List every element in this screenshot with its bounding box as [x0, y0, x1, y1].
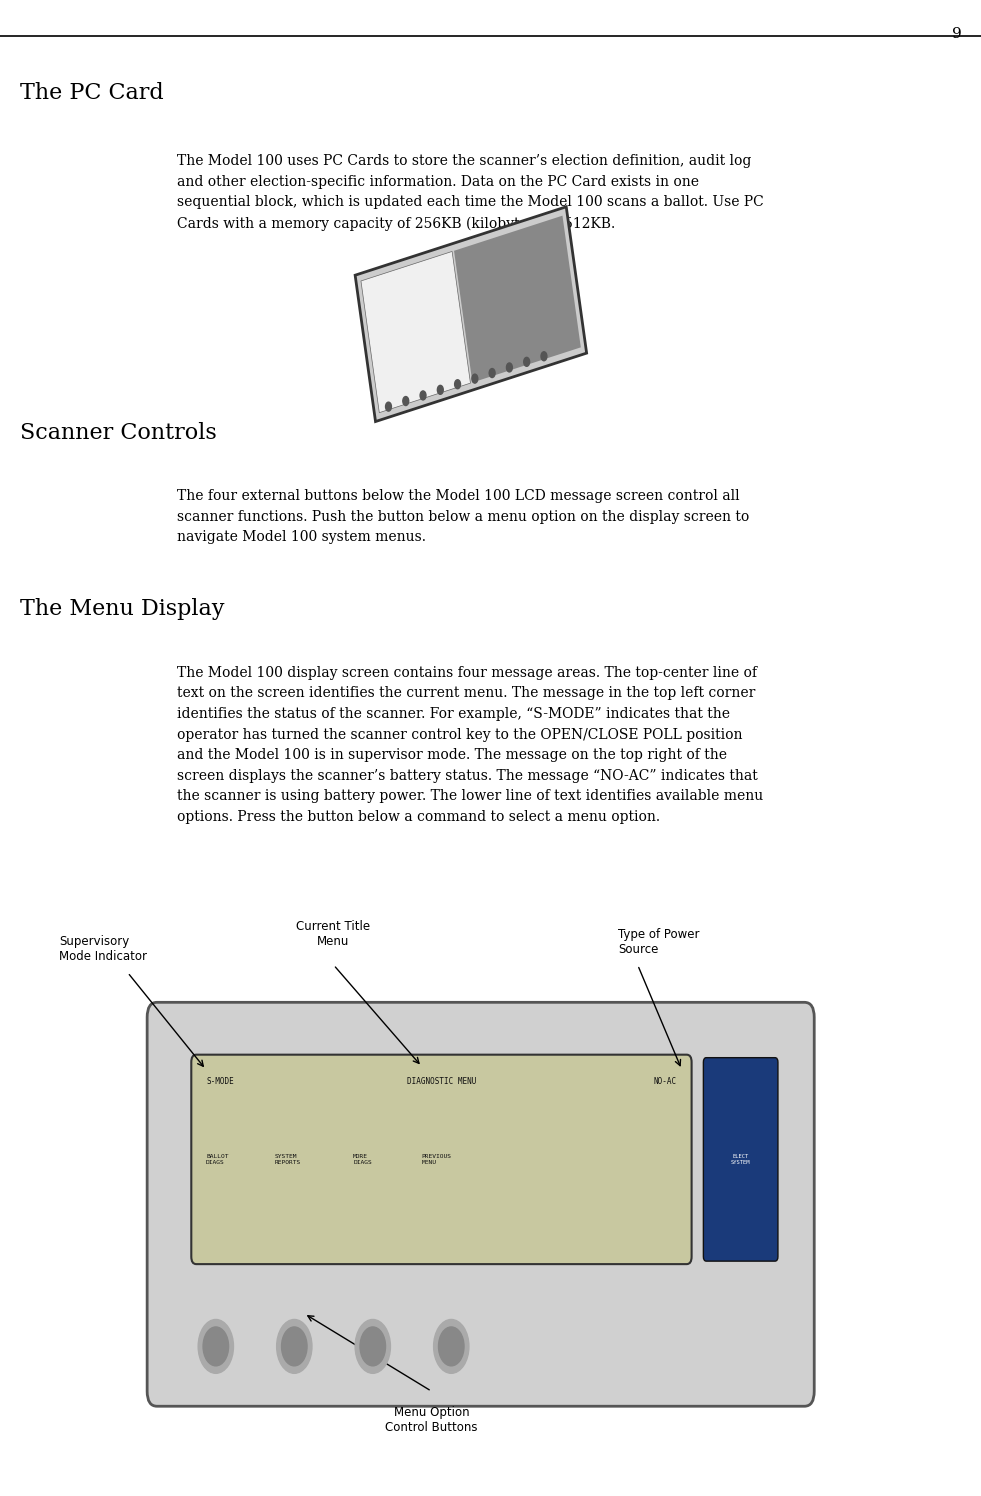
Circle shape	[360, 1327, 386, 1366]
Circle shape	[490, 368, 495, 377]
Polygon shape	[361, 251, 471, 413]
Text: The PC Card: The PC Card	[20, 82, 164, 105]
Circle shape	[524, 358, 530, 367]
Polygon shape	[454, 215, 581, 383]
Circle shape	[277, 1319, 312, 1373]
Circle shape	[386, 402, 391, 411]
Circle shape	[439, 1327, 464, 1366]
Text: ELECT
SYSTEM: ELECT SYSTEM	[731, 1153, 750, 1165]
Text: NO-AC: NO-AC	[653, 1077, 677, 1086]
Text: Menu Option
Control Buttons: Menu Option Control Buttons	[386, 1406, 478, 1435]
Circle shape	[403, 396, 409, 405]
Circle shape	[434, 1319, 469, 1373]
Circle shape	[355, 1319, 390, 1373]
Text: DIAGNOSTIC MENU: DIAGNOSTIC MENU	[407, 1077, 476, 1086]
Circle shape	[454, 380, 460, 389]
Circle shape	[506, 364, 512, 373]
Text: SYSTEM
REPORTS: SYSTEM REPORTS	[275, 1153, 301, 1165]
Text: The Model 100 uses PC Cards to store the scanner’s election definition, audit lo: The Model 100 uses PC Cards to store the…	[177, 154, 763, 230]
Text: S-MODE: S-MODE	[206, 1077, 233, 1086]
Text: PREVIOUS
MENU: PREVIOUS MENU	[422, 1153, 452, 1165]
Text: BALLOT
DIAGS: BALLOT DIAGS	[206, 1153, 229, 1165]
Text: MORE
DIAGS: MORE DIAGS	[353, 1153, 372, 1165]
Polygon shape	[355, 206, 587, 422]
Circle shape	[472, 374, 478, 383]
Text: The Model 100 display screen contains four message areas. The top-center line of: The Model 100 display screen contains fo…	[177, 666, 763, 824]
Text: Current Title
Menu: Current Title Menu	[296, 920, 371, 948]
Text: Scanner Controls: Scanner Controls	[20, 422, 217, 444]
Text: Type of Power
Source: Type of Power Source	[618, 928, 699, 956]
Circle shape	[541, 352, 546, 361]
Circle shape	[420, 390, 426, 399]
FancyBboxPatch shape	[703, 1058, 778, 1261]
Circle shape	[198, 1319, 233, 1373]
FancyBboxPatch shape	[191, 1055, 692, 1264]
Text: Supervisory
Mode Indicator: Supervisory Mode Indicator	[59, 935, 147, 963]
FancyBboxPatch shape	[147, 1002, 814, 1406]
Circle shape	[438, 386, 443, 395]
Circle shape	[203, 1327, 229, 1366]
Text: The Menu Display: The Menu Display	[20, 598, 224, 621]
Circle shape	[282, 1327, 307, 1366]
Text: 9: 9	[952, 27, 961, 40]
Text: The four external buttons below the Model 100 LCD message screen control all
sca: The four external buttons below the Mode…	[177, 489, 749, 545]
